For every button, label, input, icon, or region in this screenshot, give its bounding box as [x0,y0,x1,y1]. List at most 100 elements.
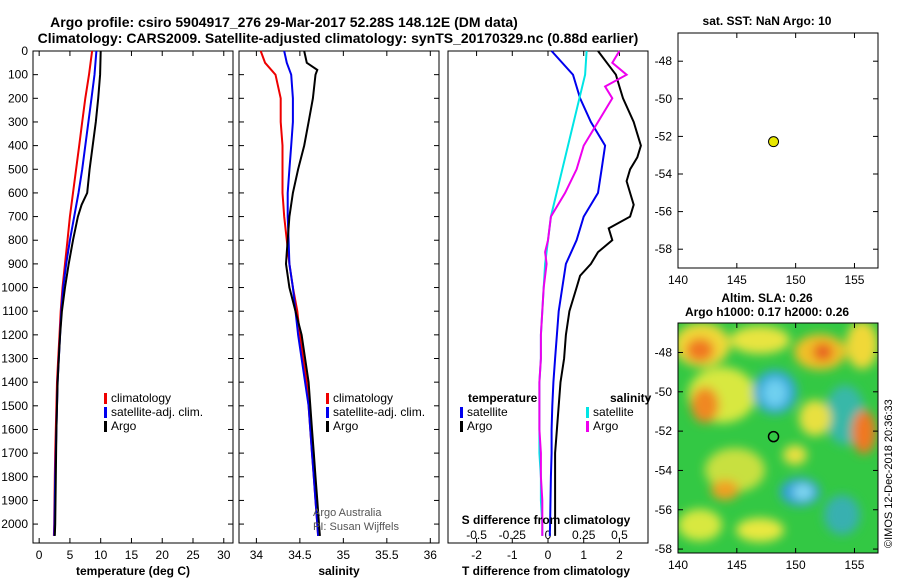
sla-blob [824,495,860,535]
legend-label-argo: Argo [333,419,359,433]
x-tick-label: 34.5 [288,548,312,562]
legend-swatch-t-argo [460,421,463,432]
legend-label-argo: Argo [111,419,137,433]
sla-blob [678,509,722,541]
x-tick-label: 0 [36,548,43,562]
map-lat-tick-label: -50 [655,385,673,399]
legend-title-salinity: salinity [610,391,652,405]
depth-tick-label: 600 [8,186,28,200]
sla-blob [691,387,719,423]
legend-label-s-satellite: satellite [593,405,634,419]
temperature-frame [32,50,234,544]
x-tick-label: 35.5 [375,548,399,562]
temperature-xlabel: temperature (deg C) [76,564,190,578]
x-tick-label: 35 [337,548,351,562]
temperature-panel: 0100200300400500600700800900100011001200… [1,44,234,578]
salinity-legend: climatology satellite-adj. clim. Argo [326,391,425,433]
legend-swatch-satellite [326,407,329,418]
x-tick-label: 0 [545,548,552,562]
series-line-s-argo [538,50,629,536]
sla-map-frame [677,322,879,554]
depth-tick-label: 1600 [1,422,28,436]
map-lat-tick-label: -58 [655,542,673,556]
x-tick-label: -1 [507,548,518,562]
legend-label-satellite: satellite-adj. clim. [111,405,203,419]
legend-swatch-argo [104,421,107,432]
sla-map-panel: Altim. SLA: 0.26 Argo h1000: 0.17 h2000:… [655,291,895,572]
salinity-frame [238,50,440,544]
legend-swatch-s-satellite [586,407,589,418]
depth-tick-label: 900 [8,257,28,271]
map-lon-tick-label: 150 [786,558,806,572]
legend-label-s-argo: Argo [593,419,619,433]
depth-tick-label: 800 [8,233,28,247]
sla-blob [813,343,833,361]
depth-tick-label: 1500 [1,399,28,413]
x-tick-label: 10 [94,548,108,562]
legend-swatch-argo [326,421,329,432]
sla-blob [852,410,876,454]
legend-swatch-t-satellite [460,407,463,418]
map-lon-tick-label: 145 [727,273,747,287]
map-lat-tick-label: -52 [655,424,673,438]
depth-tick-label: 1100 [2,304,28,318]
difference-frame [447,50,649,544]
sla-blob [783,445,807,465]
sla-blobs [678,323,878,542]
figure-title-line2: Climatology: CARS2009. Satellite-adjuste… [38,30,639,46]
map-lon-tick-label: 140 [668,558,688,572]
difference-legend: temperature satellite Argo salinity sate… [460,391,652,433]
x2-tick-label: -0.25 [499,528,527,542]
temperature-legend: climatology satellite-adj. clim. Argo [104,391,203,433]
x2-tick-label: 0.5 [611,528,628,542]
depth-tick-label: 2000 [1,517,28,531]
series-line-t-argo [554,50,642,536]
legend-label-t-satellite: satellite [467,405,508,419]
imos-watermark: ©IMOS 12-Dec-2018 20:36:33 [883,399,895,548]
legend-label-satellite: satellite-adj. clim. [333,405,425,419]
series-line-t-satellite [548,50,607,536]
depth-tick-label: 200 [8,91,28,105]
x-tick-label: -2 [471,548,482,562]
sst-map-frame [677,32,879,269]
map-lon-tick-label: 155 [844,273,864,287]
sla-blob [846,323,878,369]
difference-panel: -2 -1 0 1 2 -0.5 -0.25 0 0.25 0.5 T difference f… [447,50,652,578]
sst-argo-location-marker [768,136,780,148]
depth-tick-label: 1300 [1,352,28,366]
depth-tick-label: 0 [21,44,28,58]
x-tick-label: 15 [125,548,139,562]
legend-swatch-s-argo [586,421,589,432]
series-line-argo [284,50,321,536]
depth-tick-label: 1900 [1,493,28,507]
salinity-xlabel: salinity [318,564,360,578]
salinity-panel: 34 34.5 35 35.5 36 salinity climatology sate… [238,50,440,578]
sst-map-panel: sat. SST: NaN Argo: 10 140 145 150 155 -48 -5… [655,14,879,287]
depth-tick-label: 500 [8,162,28,176]
depth-tick-label: 1800 [1,470,28,484]
sla-blob [736,518,784,542]
x-tick-label: 1 [580,548,587,562]
map-lat-tick-label: -54 [655,463,673,477]
map-lat-tick-label: -56 [655,205,673,219]
annotation-argo-australia: Argo Australia [313,507,382,519]
map-lon-tick-label: 150 [786,273,806,287]
map-lat-tick-label: -48 [655,54,673,68]
legend-label-climatology: climatology [111,391,171,405]
map-lat-tick-label: -48 [655,345,673,359]
sla-blob [730,326,790,354]
legend-label-t-argo: Argo [467,419,493,433]
x2-tick-label: 0.25 [572,528,596,542]
depth-tick-label: 700 [8,210,28,224]
depth-tick-label: 300 [8,115,28,129]
sla-argo-location-marker [767,430,780,443]
x-tick-label: 36 [424,548,438,562]
x-tick-label: 34 [250,548,264,562]
depth-tick-label: 100 [8,68,28,82]
map-lat-tick-label: -58 [655,242,673,256]
x-tick-label: 2 [616,548,623,562]
map-lon-tick-label: 155 [844,558,864,572]
legend-swatch-satellite [104,407,107,418]
legend-label-climatology: climatology [333,391,393,405]
sla-heatmap-field [678,323,878,553]
